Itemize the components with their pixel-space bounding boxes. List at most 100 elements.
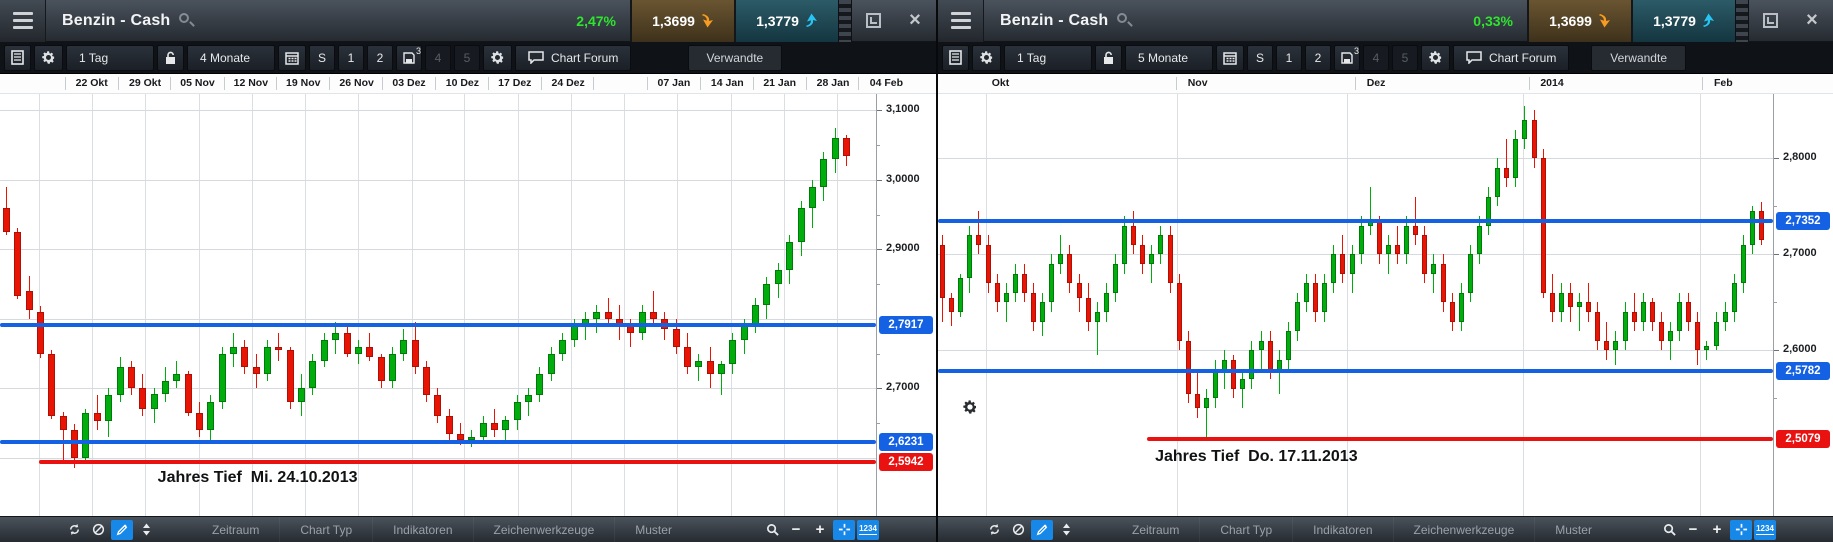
save-slot-button[interactable]: 3 <box>396 44 422 71</box>
candle <box>1067 254 1072 283</box>
preset-2-button[interactable]: 2 <box>367 44 393 71</box>
price-badge[interactable]: 2,7917 <box>879 316 933 334</box>
sell-price-button[interactable]: 1,3699 <box>1527 0 1631 42</box>
price-badge[interactable]: 2,5782 <box>1776 362 1830 380</box>
bottom-menu-item[interactable]: Indikatoren <box>372 517 472 542</box>
price-badge[interactable]: 2,5079 <box>1776 430 1830 448</box>
candle <box>173 374 180 381</box>
close-button[interactable]: × <box>1806 9 1818 31</box>
crosshair-button[interactable] <box>833 519 855 540</box>
chart-forum-button[interactable]: Chart Forum <box>515 44 632 71</box>
x-axis-label: 05 Nov <box>180 77 215 89</box>
preset-1-button[interactable]: 1 <box>1276 44 1302 71</box>
support-line-blue[interactable] <box>0 323 876 327</box>
unlock-icon <box>1104 51 1113 64</box>
calendar-button[interactable] <box>278 44 306 71</box>
zoom-in-button[interactable]: + <box>1712 521 1722 538</box>
vertical-gridline <box>252 94 254 516</box>
preset-4-button[interactable]: 4 <box>425 44 451 71</box>
support-line-blue[interactable] <box>0 440 876 444</box>
zoom-in-button[interactable]: + <box>815 521 825 538</box>
draw-button[interactable] <box>111 519 133 540</box>
interval-button[interactable]: 1 Tag <box>66 44 154 71</box>
price-badge[interactable]: 2,5942 <box>879 453 933 471</box>
gear-icon <box>42 51 55 64</box>
plot-area[interactable]: Jahres Tief Mi. 24.10.2013 <box>0 94 876 516</box>
window-drag-grip[interactable] <box>1735 0 1749 42</box>
restore-button[interactable] <box>1749 0 1791 42</box>
chart-list-button[interactable] <box>4 44 31 71</box>
plot-area[interactable]: Jahres Tief Do. 17.11.2013 <box>938 94 1773 516</box>
preset-5-button[interactable]: 5 <box>454 44 480 71</box>
range-button[interactable]: 4 Monate <box>187 44 275 71</box>
chart-forum-button[interactable]: Chart Forum <box>1453 44 1570 71</box>
support-line-blue[interactable] <box>938 369 1773 373</box>
bottom-menu-item[interactable]: Muster <box>614 517 692 542</box>
support-line-red[interactable] <box>39 460 876 464</box>
search-icon[interactable] <box>179 12 196 29</box>
price-badge[interactable]: 2,7352 <box>1776 212 1830 230</box>
sell-price-button[interactable]: 1,3699 <box>630 0 734 42</box>
bottom-menu-item[interactable]: Zeitraum <box>1132 522 1180 537</box>
bottom-menu-item[interactable]: Chart Typ <box>1199 517 1292 542</box>
chart-settings-button[interactable] <box>1421 44 1450 71</box>
range-button[interactable]: 5 Monate <box>1125 44 1213 71</box>
close-button[interactable]: × <box>909 9 921 31</box>
bottom-menu-item[interactable]: Muster <box>1534 517 1612 542</box>
buy-price-button[interactable]: 1,3779 <box>734 0 838 42</box>
tab-verwandte[interactable]: Verwandte <box>687 44 783 71</box>
preset-s-button[interactable]: S <box>1247 44 1273 71</box>
lock-button[interactable] <box>157 44 184 71</box>
preset-1-button[interactable]: 1 <box>338 44 364 71</box>
disable-drawing-button[interactable] <box>1007 520 1029 540</box>
refresh-button[interactable] <box>63 520 85 540</box>
chart-settings-button[interactable] <box>483 44 512 71</box>
zoom-button[interactable] <box>761 520 783 540</box>
support-line-blue[interactable] <box>938 219 1773 223</box>
bottom-menu-item[interactable]: Indikatoren <box>1292 517 1392 542</box>
preset-4-button[interactable]: 4 <box>1363 44 1389 71</box>
values-button[interactable]: 1234 <box>857 519 879 540</box>
window-drag-grip[interactable] <box>838 0 852 42</box>
restore-button[interactable] <box>852 0 894 42</box>
search-icon[interactable] <box>1117 12 1134 29</box>
candle <box>264 347 271 374</box>
scale-mode-button[interactable] <box>135 520 157 540</box>
candle <box>446 416 453 434</box>
preset-2-button[interactable]: 2 <box>1305 44 1331 71</box>
menu-button[interactable] <box>0 0 46 42</box>
bottom-menu-item[interactable]: Zeichenwerkzeuge <box>472 517 615 542</box>
interval-button[interactable]: 1 Tag <box>1004 44 1092 71</box>
support-line-red[interactable] <box>1146 437 1773 441</box>
buy-price-button[interactable]: 1,3779 <box>1631 0 1735 42</box>
bottom-menu-item[interactable]: Chart Typ <box>279 517 372 542</box>
x-axis: 22 Okt 29 Okt 05 Nov 12 Nov 19 Nov 26 Nov 03 D… <box>0 74 936 94</box>
candle <box>1259 341 1264 350</box>
refresh-button[interactable] <box>983 520 1005 540</box>
disable-drawing-button[interactable] <box>87 520 109 540</box>
preset-s-button[interactable]: S <box>309 44 335 71</box>
menu-button[interactable] <box>938 0 984 42</box>
chart-gear-icon[interactable] <box>962 399 978 420</box>
save-slot-button[interactable]: 3 <box>1334 44 1360 71</box>
values-button[interactable]: 1234 <box>1754 519 1776 540</box>
scale-mode-button[interactable] <box>1055 520 1077 540</box>
bottom-menu-item[interactable]: Zeichenwerkzeuge <box>1392 517 1535 542</box>
preset-5-button[interactable]: 5 <box>1392 44 1418 71</box>
settings-button[interactable] <box>34 44 63 71</box>
settings-button[interactable] <box>972 44 1001 71</box>
chart-list-button[interactable] <box>942 44 969 71</box>
zoom-out-button[interactable]: − <box>1688 521 1698 538</box>
bottom-menu-item[interactable]: Zeitraum <box>212 522 260 537</box>
zoom-button[interactable] <box>1658 520 1680 540</box>
tab-verwandte[interactable]: Verwandte <box>1591 44 1686 71</box>
draw-button[interactable] <box>1031 519 1053 540</box>
y-axis-label: 2,7000 <box>1783 247 1817 259</box>
candle <box>820 159 827 187</box>
zoom-out-button[interactable]: − <box>791 521 801 538</box>
crosshair-button[interactable] <box>1730 519 1752 540</box>
price-badge[interactable]: 2,6231 <box>879 433 933 451</box>
calendar-button[interactable] <box>1216 44 1244 71</box>
lock-button[interactable] <box>1095 44 1122 71</box>
chart-area: Jahres Tief Do. 17.11.2013 2,8000 2,7000 2… <box>938 94 1833 516</box>
